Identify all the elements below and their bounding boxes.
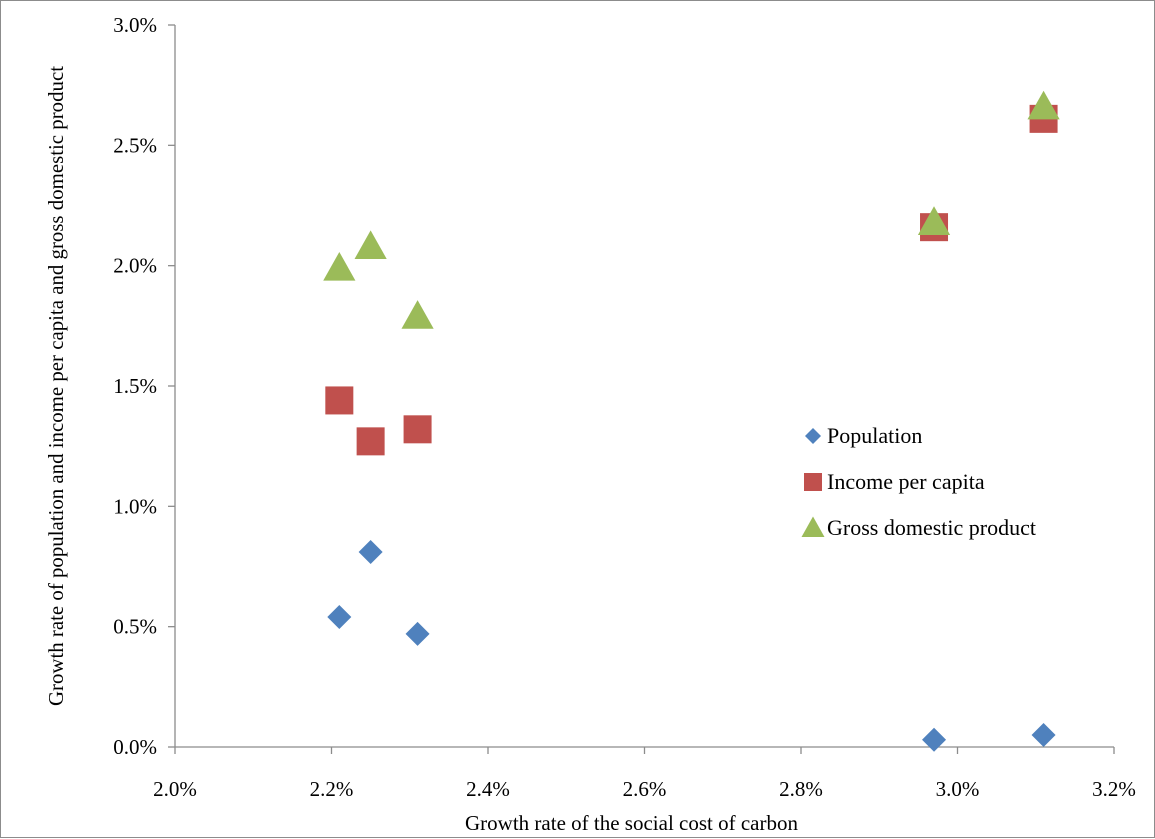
point-triangle <box>354 230 387 260</box>
legend-label: Gross domestic product <box>827 515 1036 540</box>
axes: 0.0% 0.5% 1.0% 1.5% 2.0% 2.5% 3.0% 2.0% 2.2% 2.4%… <box>113 13 1136 801</box>
x-tick-label: 3.0% <box>936 777 980 801</box>
legend-label: Income per capita <box>827 469 985 494</box>
y-tick-label: 3.0% <box>113 13 157 37</box>
legend-marker-square <box>804 473 822 491</box>
y-axis-title-text: Growth rate of population and income per… <box>44 66 68 706</box>
legend-marker-diamond <box>805 428 821 444</box>
x-axis-title: Growth rate of the social cost of carbon <box>465 811 798 835</box>
y-tick-label: 0.0% <box>113 735 157 759</box>
y-tick-label: 0.5% <box>113 615 157 639</box>
point-triangle <box>1027 90 1060 120</box>
x-tick-label: 2.0% <box>153 777 197 801</box>
legend-label: Population <box>827 423 922 448</box>
point-triangle <box>917 206 951 235</box>
x-tick-label: 2.4% <box>466 777 510 801</box>
point-square <box>403 415 432 444</box>
point-diamond <box>1031 722 1056 747</box>
point-diamond <box>922 727 947 752</box>
point-triangle <box>401 300 434 329</box>
y-tick-label: 2.5% <box>113 133 157 157</box>
y-tick-label: 1.0% <box>113 494 157 518</box>
legend-marker-triangle <box>801 516 825 537</box>
point-square <box>325 386 354 415</box>
point-triangle <box>323 251 356 281</box>
data-points <box>323 90 1060 752</box>
point-diamond <box>405 621 430 646</box>
x-tick-label: 3.2% <box>1092 777 1136 801</box>
x-tick-label: 2.6% <box>623 777 667 801</box>
y-axis-title: Growth rate of population and income per… <box>44 66 68 706</box>
x-tick-label: 2.2% <box>310 777 354 801</box>
point-square <box>356 427 385 456</box>
legend: Population Income per capita Gross domesti… <box>801 423 1036 540</box>
x-tick-label: 2.8% <box>779 777 823 801</box>
point-diamond <box>358 540 383 565</box>
point-diamond <box>327 605 352 630</box>
y-tick-label: 2.0% <box>113 254 157 278</box>
y-tick-label: 1.5% <box>113 374 157 398</box>
